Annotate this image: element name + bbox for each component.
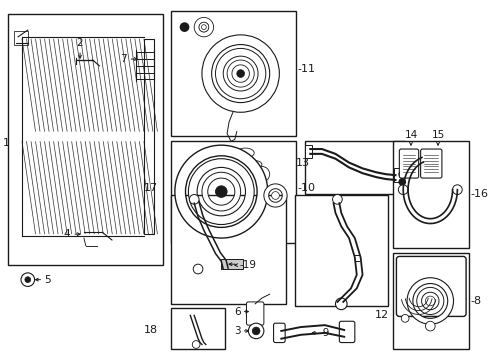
Text: 3: 3	[234, 326, 240, 336]
Circle shape	[401, 315, 408, 322]
Text: 15: 15	[430, 130, 444, 140]
Bar	[294, 195, 387, 306]
Bar	[171, 11, 295, 136]
Text: 7: 7	[120, 54, 126, 64]
Circle shape	[451, 185, 461, 194]
Text: -11: -11	[297, 64, 315, 74]
Bar	[171, 308, 224, 349]
Ellipse shape	[236, 148, 254, 158]
FancyBboxPatch shape	[339, 321, 354, 343]
Text: -8: -8	[470, 296, 481, 306]
Text: 18: 18	[144, 325, 158, 335]
Circle shape	[332, 194, 342, 204]
Text: -9: -9	[319, 328, 330, 338]
Text: -16: -16	[470, 189, 488, 199]
Circle shape	[252, 327, 260, 335]
Text: 6: 6	[234, 307, 240, 316]
Bar	[304, 145, 312, 158]
Text: 2: 2	[77, 37, 83, 48]
Bar	[393, 168, 401, 182]
Ellipse shape	[248, 161, 262, 168]
Circle shape	[215, 186, 226, 197]
Circle shape	[335, 298, 346, 310]
Text: 1: 1	[2, 138, 10, 148]
Circle shape	[398, 170, 405, 178]
Text: 17: 17	[144, 183, 158, 193]
Bar	[304, 141, 405, 194]
FancyBboxPatch shape	[396, 256, 465, 316]
Circle shape	[21, 273, 35, 287]
FancyBboxPatch shape	[246, 302, 264, 325]
Bar	[392, 253, 468, 349]
Text: 5: 5	[44, 275, 51, 285]
FancyBboxPatch shape	[399, 149, 418, 178]
Bar	[221, 259, 242, 269]
FancyBboxPatch shape	[273, 323, 285, 343]
Circle shape	[398, 178, 405, 186]
Text: 4: 4	[63, 229, 70, 239]
Text: 13: 13	[295, 158, 309, 168]
Bar	[143, 39, 153, 234]
Bar	[171, 141, 295, 243]
Circle shape	[192, 341, 200, 348]
Circle shape	[179, 22, 189, 32]
Text: -19: -19	[239, 260, 256, 270]
Bar	[14, 31, 28, 45]
Bar	[392, 141, 468, 248]
Circle shape	[236, 70, 244, 77]
Circle shape	[193, 264, 203, 274]
Bar	[8, 14, 163, 265]
Bar	[171, 195, 285, 304]
Text: 14: 14	[404, 130, 417, 140]
Circle shape	[189, 194, 199, 204]
Circle shape	[254, 166, 269, 182]
Circle shape	[398, 185, 407, 194]
Circle shape	[25, 277, 31, 283]
Text: 12: 12	[374, 310, 388, 320]
FancyBboxPatch shape	[420, 149, 441, 178]
Circle shape	[271, 192, 279, 199]
Circle shape	[425, 321, 434, 331]
Text: -10: -10	[297, 183, 315, 193]
Circle shape	[425, 296, 434, 306]
Circle shape	[248, 323, 264, 339]
